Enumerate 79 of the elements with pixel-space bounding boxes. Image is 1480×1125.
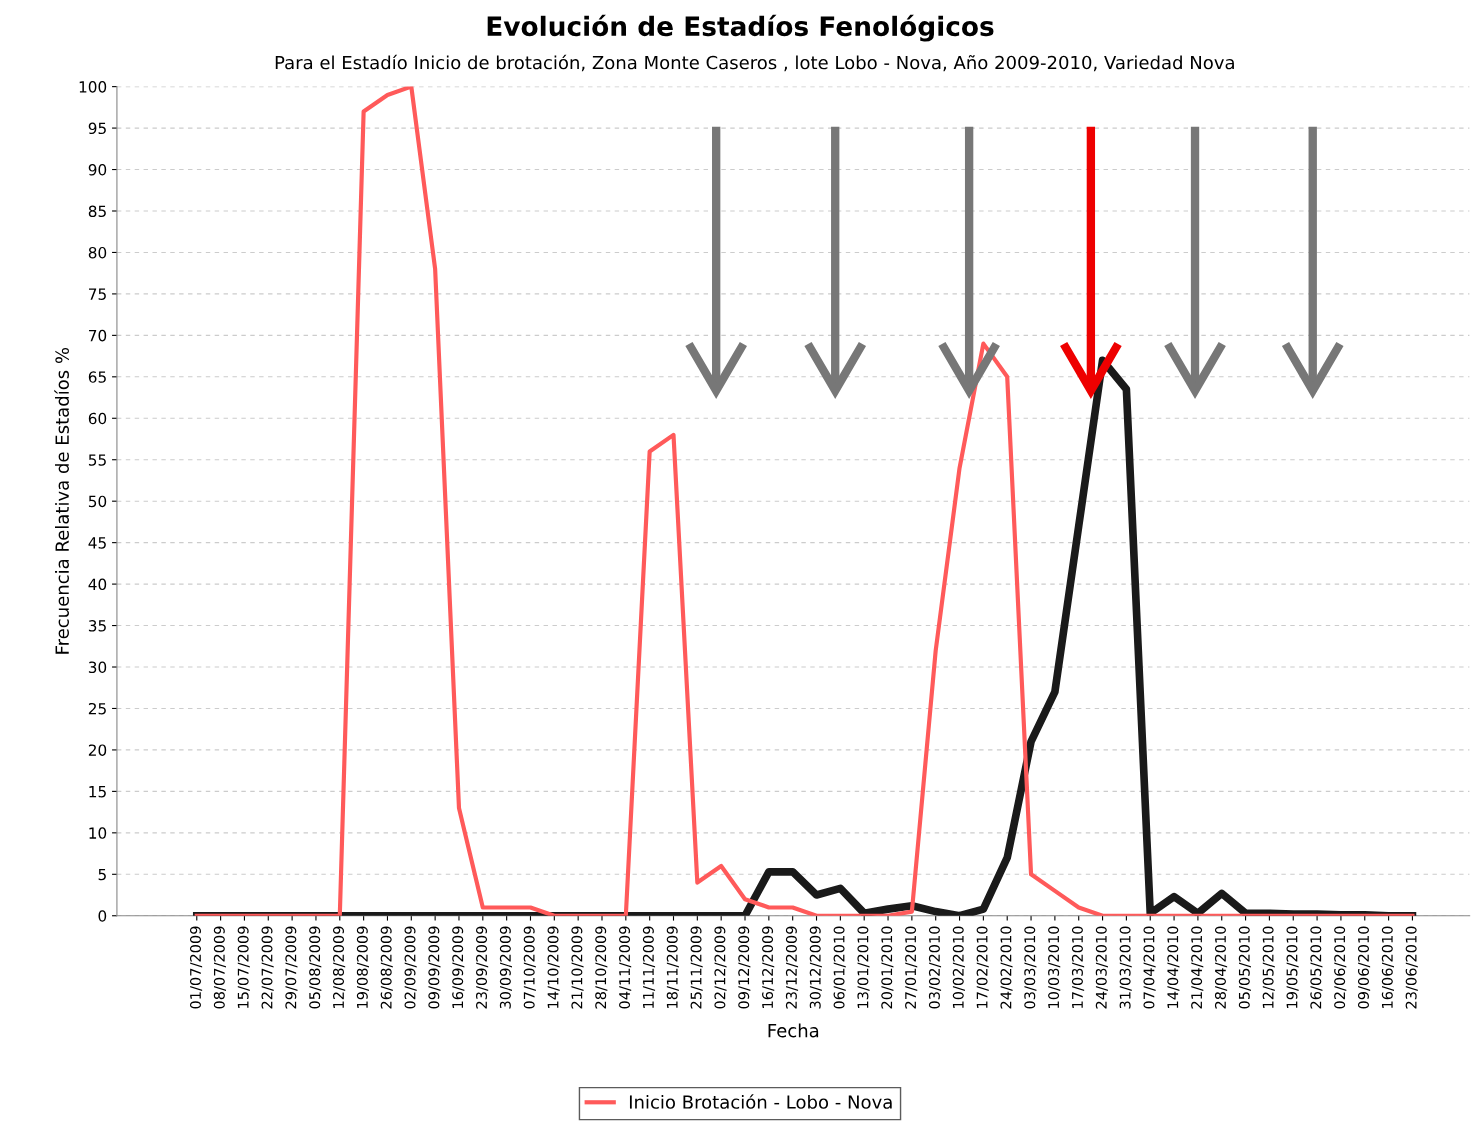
x-tick-label: 12/05/2010	[1262, 926, 1275, 1008]
x-tick-label: 08/07/2009	[213, 926, 226, 1009]
x-tick-label: 02/12/2009	[714, 926, 727, 1009]
x-tick-label: 23/09/2009	[476, 926, 489, 1009]
y-tick-label: 85	[88, 205, 106, 218]
y-tick-label: 10	[89, 827, 107, 839]
x-tick-label: 23/06/2010	[1405, 926, 1418, 1009]
y-tick-label: 25	[88, 702, 106, 715]
x-tick-label: 02/06/2010	[1334, 926, 1347, 1009]
y-tick-label: 5	[98, 868, 106, 881]
y-tick-label: 70	[89, 329, 107, 342]
x-tick-label: 20/01/2010	[881, 926, 894, 1009]
x-tick-label: 05/08/2009	[309, 926, 322, 1009]
y-tick-label: 75	[89, 288, 106, 300]
y-tick-label: 55	[88, 454, 106, 466]
y-tick-label: 15	[89, 786, 106, 798]
y-tick-label: 40	[88, 578, 107, 591]
x-tick-label: 29/07/2009	[285, 926, 298, 1009]
chart-title: Evolución de Estadíos Fenológicos	[487, 14, 994, 42]
x-tick-label: 07/10/2009	[523, 926, 536, 1009]
x-tick-label: 12/08/2009	[332, 926, 346, 1008]
x-tick-label: 15/07/2009	[237, 926, 250, 1008]
x-tick-label: 28/10/2009	[595, 926, 608, 1009]
x-tick-label: 16/06/2010	[1381, 926, 1394, 1008]
x-tick-label: 10/03/2010	[1048, 926, 1061, 1008]
x-tick-label: 21/04/2010	[1191, 926, 1204, 1009]
y-tick-label: 80	[88, 246, 107, 259]
y-tick-label: 95	[88, 122, 106, 135]
x-tick-label: 09/09/2009	[428, 926, 441, 1009]
x-tick-label: 14/04/2010	[1167, 926, 1180, 1008]
x-tick-label: 06/01/2010	[833, 926, 846, 1009]
x-tick-label: 21/10/2009	[571, 926, 584, 1009]
x-tick-label: 11/11/2009	[642, 926, 656, 1008]
y-tick-label: 90	[88, 164, 107, 176]
x-tick-label: 17/02/2010	[976, 926, 989, 1008]
x-tick-label: 22/07/2009	[261, 926, 274, 1009]
y-tick-label: 100	[79, 81, 107, 93]
x-tick-label: 26/08/2009	[380, 926, 393, 1009]
x-tick-label: 26/05/2010	[1310, 926, 1323, 1009]
chart-subtitle: Para el Estadío Inicio de brotación, Zona Monte Caseros , lote Lobo - Nova, Año 2009-2010, Variedad Nova	[275, 54, 1234, 72]
x-tick-label: 30/09/2009	[499, 926, 513, 1009]
y-tick-label: 50	[88, 495, 107, 508]
x-tick-label: 16/09/2009	[452, 926, 465, 1008]
x-tick-label: 19/05/2010	[1286, 926, 1299, 1008]
y-tick-label: 60	[88, 412, 107, 425]
x-tick-label: 09/06/2010	[1357, 926, 1371, 1009]
y-axis-title: Frecuencia Relativa de Estadíos %	[54, 347, 69, 654]
x-tick-label: 04/11/2009	[619, 926, 632, 1009]
x-tick-label: 19/08/2009	[356, 926, 370, 1008]
x-tick-label: 01/07/2009	[189, 926, 203, 1009]
y-tick-label: 20	[88, 744, 107, 756]
y-tick-label: 35	[88, 620, 106, 632]
x-tick-label: 24/02/2010	[1000, 926, 1013, 1009]
y-tick-label: 0	[98, 910, 107, 922]
x-tick-label: 18/11/2009	[666, 926, 679, 1008]
x-tick-label: 10/02/2010	[952, 926, 965, 1008]
x-tick-label: 03/03/2010	[1024, 926, 1037, 1009]
y-tick-label: 45	[88, 537, 106, 549]
y-tick-label: 65	[88, 371, 106, 383]
x-tick-label: 23/12/2009	[785, 926, 799, 1009]
x-tick-label: 25/11/2009	[690, 926, 703, 1009]
x-tick-label: 17/03/2010	[1071, 926, 1085, 1008]
x-tick-label: 05/05/2010	[1238, 926, 1251, 1009]
y-tick-label: 30	[88, 661, 107, 674]
line-series	[194, 86, 1415, 916]
x-tick-label: 24/03/2010	[1095, 926, 1108, 1009]
x-tick-label: 13/01/2010	[857, 926, 870, 1008]
x-tick-label: 14/10/2009	[547, 926, 560, 1008]
x-tick-label: 02/09/2009	[404, 926, 417, 1009]
x-tick-label: 03/02/2010	[928, 926, 942, 1009]
x-tick-label: 27/01/2010	[905, 926, 918, 1009]
x-tick-label: 07/04/2010	[1143, 926, 1156, 1009]
x-tick-label: 28/04/2010	[1214, 926, 1228, 1009]
x-tick-label: 30/12/2009	[809, 926, 822, 1009]
legend-label: Inicio Brotación - Lobo - Nova	[629, 1094, 892, 1109]
x-tick-label: 16/12/2009	[762, 926, 775, 1008]
x-tick-label: 31/03/2010	[1119, 926, 1132, 1009]
x-axis-title: Fecha	[768, 1023, 819, 1038]
x-tick-label: 09/12/2009	[738, 926, 751, 1009]
